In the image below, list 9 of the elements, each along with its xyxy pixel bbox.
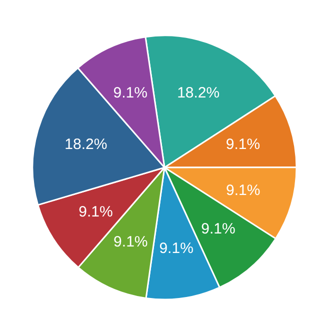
data-label: 9.1% [226, 182, 260, 199]
data-label: 9.1% [114, 234, 148, 251]
data-label: 9.1% [159, 240, 194, 257]
data-label: 9.1% [113, 84, 148, 102]
data-label: 18.2% [64, 136, 108, 154]
data-label: 18.2% [177, 84, 220, 102]
data-label: 9.1% [226, 136, 260, 153]
data-label: 9.1% [201, 220, 236, 238]
data-label: 9.1% [78, 203, 113, 220]
